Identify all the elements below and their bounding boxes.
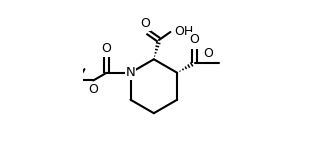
Text: O: O [102, 42, 112, 55]
Text: N: N [126, 66, 135, 79]
Text: O: O [88, 83, 98, 96]
Text: O: O [140, 17, 150, 30]
Text: OH: OH [175, 25, 194, 38]
Text: O: O [189, 33, 199, 46]
Text: O: O [204, 47, 214, 60]
